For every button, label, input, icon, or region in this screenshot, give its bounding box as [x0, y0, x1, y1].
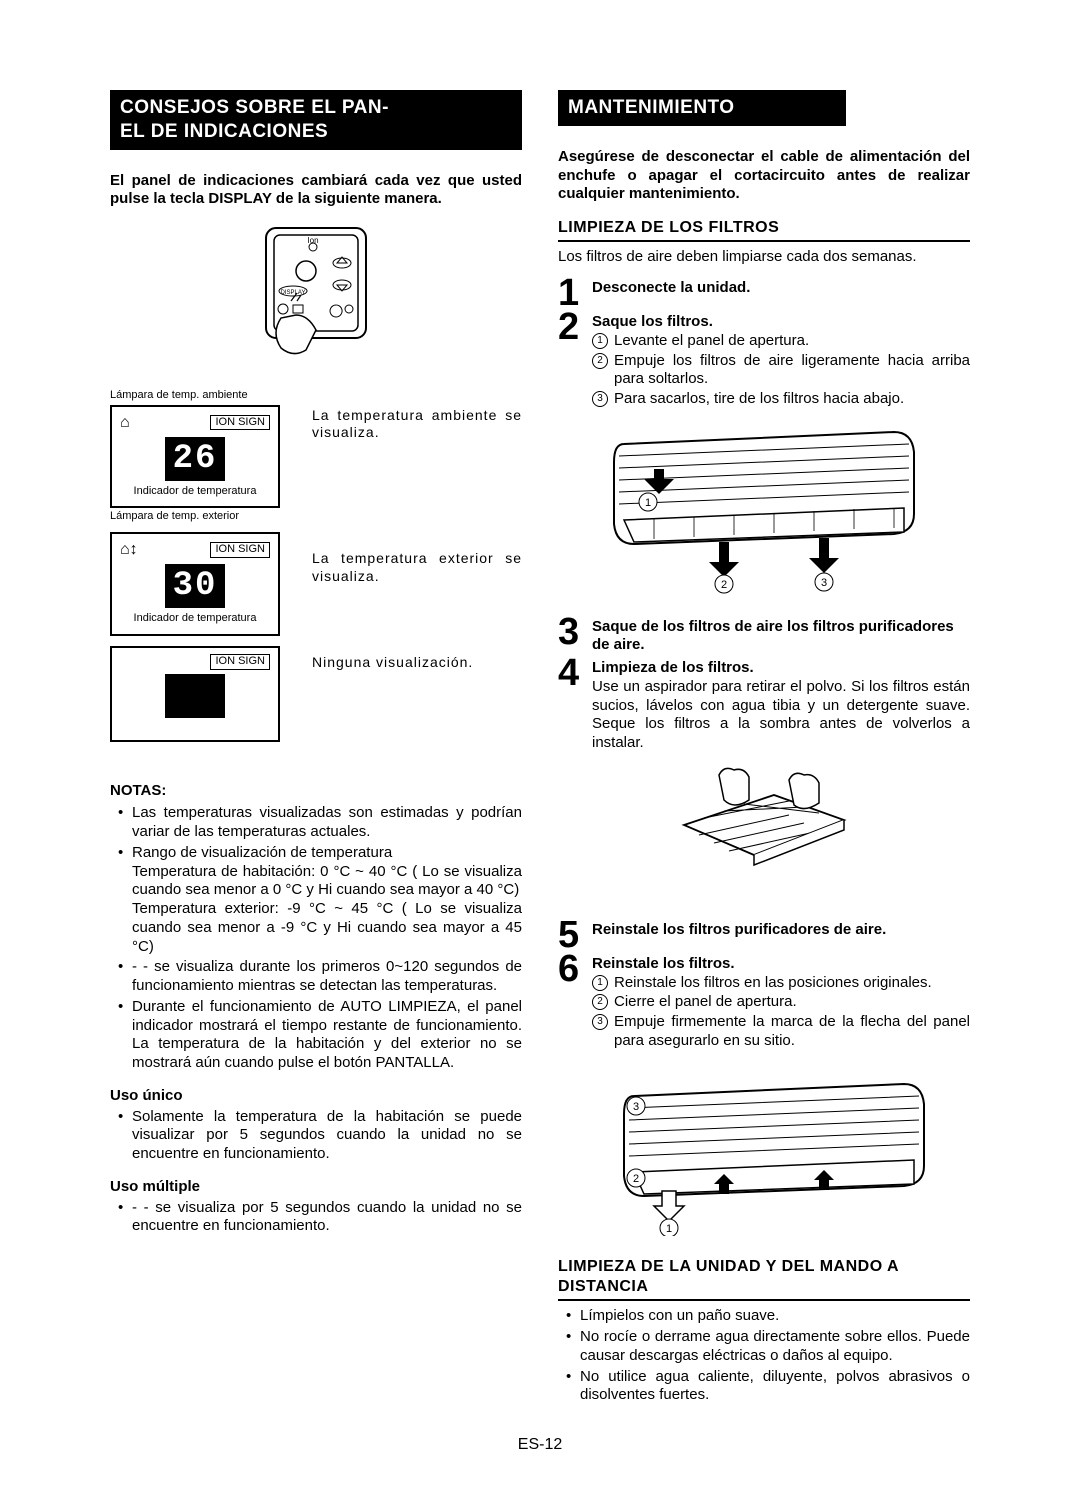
step-number-2: 2	[558, 311, 584, 410]
ion-sign-1: ION SIGN	[210, 415, 270, 431]
step4-title: Limpieza de los filtros.	[592, 659, 970, 678]
step-2: 2 Saque los filtros. Levante el panel de…	[558, 311, 970, 410]
ac-unit-icon: 1 2 3	[594, 424, 934, 594]
temp-display-3	[165, 674, 225, 718]
temp-display-2: 30	[165, 564, 225, 608]
step6-title: Reinstale los filtros.	[592, 955, 970, 974]
limpieza-filtros-intro: Los filtros de aire deben limpiarse cada…	[558, 248, 970, 267]
limpieza-filtros-heading: LIMPIEZA DE LOS FILTROS	[558, 218, 970, 242]
limpieza-unidad-item: No utilice agua caliente, diluyente, pol…	[570, 1368, 970, 1406]
step3-title: Saque de los filtros de aire los filtros…	[592, 618, 970, 656]
step-6: 6 Reinstale los filtros. Reinstale los f…	[558, 953, 970, 1052]
svg-text:2: 2	[633, 1173, 639, 1185]
limpieza-unidad-item: No rocíe o derrame agua directamente sob…	[570, 1328, 970, 1366]
step2-list: Levante el panel de apertura. Empuje los…	[592, 332, 970, 409]
step-number-6: 6	[558, 953, 584, 1052]
page-number: ES-12	[110, 1435, 970, 1455]
filter-cleaning-figure	[558, 765, 970, 901]
uso-unico-heading: Uso único	[110, 1087, 522, 1106]
limpieza-unidad-heading: LIMPIEZA DE LA UNIDAD Y DEL MANDO A DIST…	[558, 1257, 970, 1301]
svg-text:2: 2	[721, 579, 727, 591]
svg-text:3: 3	[633, 1101, 639, 1113]
svg-text:1: 1	[645, 497, 651, 509]
step-5: 5 Reinstale los filtros purificadores de…	[558, 919, 970, 951]
ac-unit-figure-2: 3 2 1	[558, 1066, 970, 1242]
display2-desc: La temperatura exterior se visualiza.	[312, 532, 522, 585]
ion-sign-3: ION SIGN	[210, 654, 270, 670]
display-state-1: Lámpara de temp. ambiente ⌂ ION SIGN 26 …	[110, 389, 522, 526]
step-4: 4 Limpieza de los filtros. Use un aspira…	[558, 657, 970, 753]
step6-item: Cierre el panel de apertura.	[592, 993, 970, 1012]
step-number-4: 4	[558, 657, 584, 753]
display-state-3: ION SIGN Ninguna visualización.	[110, 646, 522, 742]
notas-heading: NOTAS:	[110, 782, 522, 801]
step2-title: Saque los filtros.	[592, 313, 970, 332]
nota-item: Rango de visualización de temperatura Te…	[122, 844, 522, 957]
step5-title: Reinstale los filtros purificadores de a…	[592, 921, 970, 940]
notas-list: Las temperaturas visualizadas son estima…	[110, 804, 522, 1073]
display1-mid-label: Indicador de temperatura	[120, 485, 270, 499]
ion-sign-2: ION SIGN	[210, 542, 270, 558]
uso-multiple-list: - - se visualiza por 5 segundos cuando l…	[110, 1199, 522, 1237]
display1-bottom-label: Lámpara de temp. exterior	[110, 510, 300, 524]
step-3: 3 Saque de los filtros de aire los filtr…	[558, 616, 970, 656]
uso-multiple-heading: Uso múltiple	[110, 1178, 522, 1197]
display3-desc: Ninguna visualización.	[312, 646, 522, 672]
step2-item: Empuje los filtros de aire ligeramente h…	[592, 352, 970, 390]
step1-title: Desconecte la unidad.	[592, 279, 970, 298]
house-indoor-icon: ⌂	[120, 413, 130, 433]
nota-item: Durante el funcionamiento de AUTO LIMPIE…	[122, 998, 522, 1073]
step-number-3: 3	[558, 616, 584, 656]
display2-mid-label: Indicador de temperatura	[120, 612, 270, 626]
step-number-5: 5	[558, 919, 584, 951]
filter-clean-icon	[674, 765, 854, 895]
right-column: MANTENIMIENTO Asegúrese de desconectar e…	[558, 90, 970, 1407]
left-header: CONSEJOS SOBRE EL PAN- EL DE INDICACIONE…	[110, 90, 522, 150]
step6-item: Reinstale los filtros en las posiciones …	[592, 974, 970, 993]
display1-top-label: Lámpara de temp. ambiente	[110, 389, 300, 403]
step4-text: Use un aspirador para retirar el polvo. …	[592, 678, 970, 753]
remote-figure: Ion DISPLAY	[110, 223, 522, 369]
left-column: CONSEJOS SOBRE EL PAN- EL DE INDICACIONE…	[110, 90, 522, 1407]
nota-item: Las temperaturas visualizadas son estima…	[122, 804, 522, 842]
svg-text:1: 1	[666, 1223, 672, 1235]
right-header: MANTENIMIENTO	[558, 90, 846, 126]
ac-unit-close-icon: 3 2 1	[594, 1066, 934, 1236]
uso-multiple-item: - - se visualiza por 5 segundos cuando l…	[122, 1199, 522, 1237]
left-intro: El panel de indicaciones cambiará cada v…	[110, 172, 522, 210]
step6-list: Reinstale los filtros en las posiciones …	[592, 974, 970, 1051]
uso-unico-item: Solamente la temperatura de la habitació…	[122, 1108, 522, 1164]
svg-text:3: 3	[821, 577, 827, 589]
ac-unit-figure-1: 1 2 3	[558, 424, 970, 600]
limpieza-unidad-item: Límpielos con un paño suave.	[570, 1307, 970, 1326]
limpieza-unidad-list: Límpielos con un paño suave. No rocíe o …	[558, 1307, 970, 1405]
display1-desc: La temperatura ambiente se visualiza.	[312, 389, 522, 442]
right-intro: Asegúrese de desconectar el cable de ali…	[558, 148, 970, 204]
step6-item: Empuje firmemente la marca de la flecha …	[592, 1013, 970, 1051]
nota-item: - - se visualiza durante los primeros 0~…	[122, 958, 522, 996]
temp-display-1: 26	[165, 437, 225, 481]
step2-item: Levante el panel de apertura.	[592, 332, 970, 351]
step-number-1: 1	[558, 277, 584, 309]
house-outdoor-icon: ⌂↕	[120, 540, 138, 560]
step2-item: Para sacarlos, tire de los filtros hacia…	[592, 390, 970, 409]
remote-icon: Ion DISPLAY	[241, 223, 391, 363]
display-state-2: ⌂↕ ION SIGN 30 Indicador de temperatura …	[110, 532, 522, 636]
uso-unico-list: Solamente la temperatura de la habitació…	[110, 1108, 522, 1164]
svg-text:DISPLAY: DISPLAY	[281, 290, 306, 296]
step-1: 1 Desconecte la unidad.	[558, 277, 970, 309]
svg-text:Ion: Ion	[307, 236, 318, 245]
